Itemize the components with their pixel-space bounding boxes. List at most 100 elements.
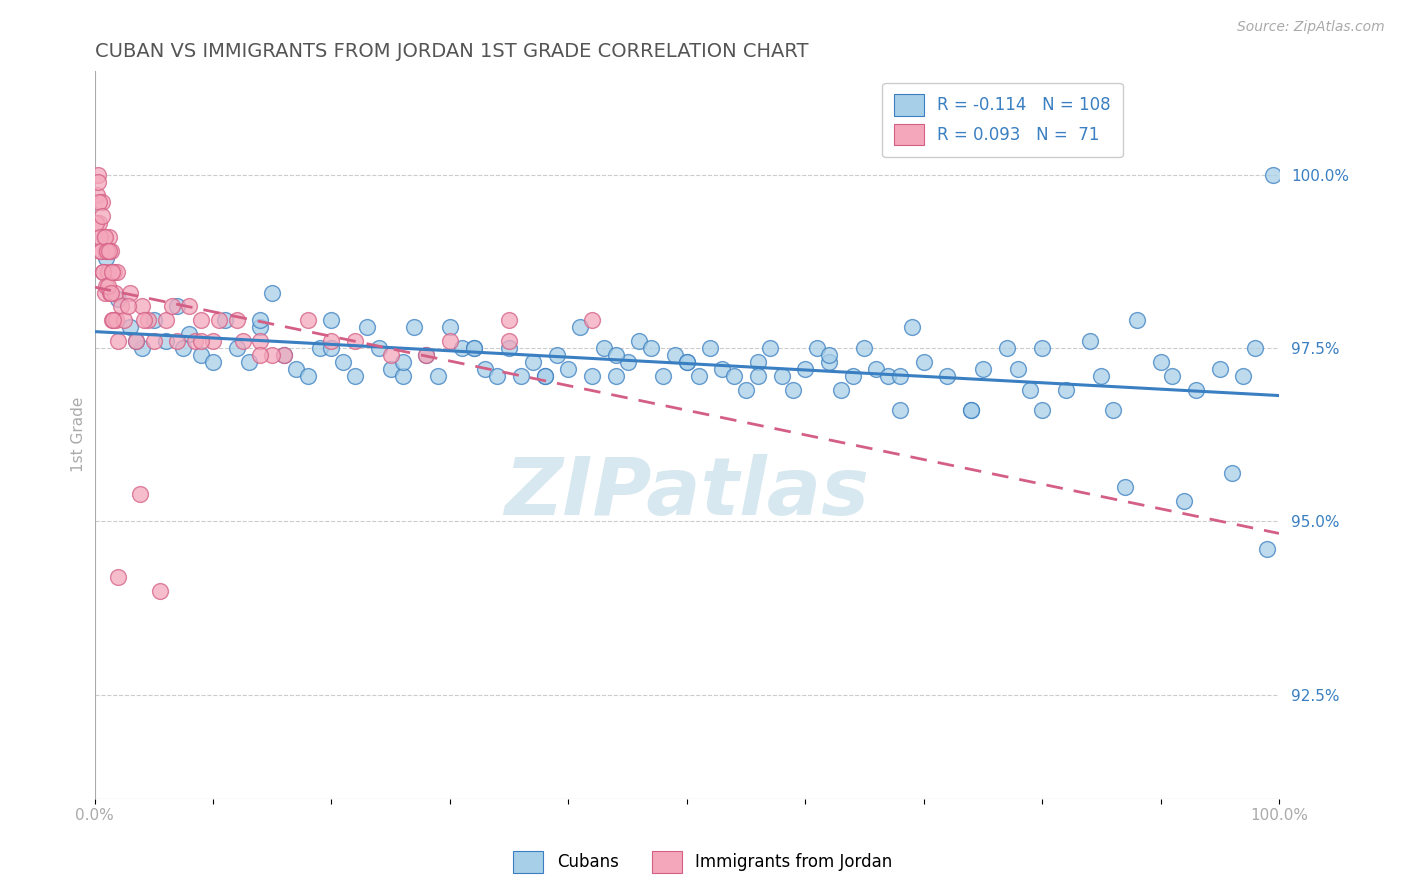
- Point: [101, 313, 124, 327]
- Point: [97, 278, 120, 293]
- Point: [142, 313, 165, 327]
- Point: [463, 341, 485, 355]
- Point: [450, 341, 472, 355]
- Text: CUBAN VS IMMIGRANTS FROM JORDAN 1ST GRADE CORRELATION CHART: CUBAN VS IMMIGRANTS FROM JORDAN 1ST GRAD…: [94, 42, 808, 61]
- Point: [202, 334, 225, 348]
- Point: [94, 285, 117, 300]
- Point: [439, 320, 461, 334]
- Point: [960, 403, 983, 417]
- Point: [101, 313, 124, 327]
- Point: [89, 216, 111, 230]
- Point: [105, 265, 128, 279]
- Point: [972, 361, 994, 376]
- Point: [166, 300, 188, 314]
- Point: [1031, 403, 1053, 417]
- Point: [160, 300, 183, 314]
- Point: [557, 361, 579, 376]
- Point: [172, 341, 194, 355]
- Point: [688, 368, 710, 383]
- Point: [120, 320, 142, 334]
- Point: [96, 251, 118, 265]
- Point: [98, 244, 121, 258]
- Point: [131, 341, 153, 355]
- Point: [86, 216, 108, 230]
- Point: [711, 361, 734, 376]
- Point: [232, 334, 254, 348]
- Point: [1256, 542, 1278, 557]
- Point: [510, 368, 533, 383]
- Point: [142, 334, 165, 348]
- Point: [380, 348, 402, 362]
- Point: [498, 341, 520, 355]
- Point: [806, 341, 828, 355]
- Point: [284, 361, 307, 376]
- Point: [628, 334, 651, 348]
- Point: [332, 355, 354, 369]
- Point: [91, 209, 114, 223]
- Point: [225, 313, 247, 327]
- Point: [202, 355, 225, 369]
- Point: [581, 313, 603, 327]
- Point: [86, 188, 108, 202]
- Point: [1090, 368, 1112, 383]
- Point: [117, 300, 139, 314]
- Point: [427, 368, 450, 383]
- Legend: R = -0.114   N = 108, R = 0.093   N =  71: R = -0.114 N = 108, R = 0.093 N = 71: [883, 83, 1122, 157]
- Point: [344, 368, 367, 383]
- Point: [533, 368, 555, 383]
- Point: [249, 320, 271, 334]
- Legend: Cubans, Immigrants from Jordan: Cubans, Immigrants from Jordan: [506, 845, 900, 880]
- Point: [136, 313, 159, 327]
- Point: [960, 403, 983, 417]
- Point: [664, 348, 686, 362]
- Point: [1126, 313, 1149, 327]
- Point: [125, 334, 148, 348]
- Point: [380, 361, 402, 376]
- Point: [581, 368, 603, 383]
- Point: [100, 244, 122, 258]
- Point: [104, 313, 127, 327]
- Point: [321, 341, 343, 355]
- Point: [96, 244, 118, 258]
- Point: [498, 334, 520, 348]
- Point: [1019, 383, 1042, 397]
- Point: [912, 355, 935, 369]
- Point: [103, 265, 125, 279]
- Point: [593, 341, 616, 355]
- Point: [89, 230, 111, 244]
- Point: [830, 383, 852, 397]
- Point: [179, 327, 201, 342]
- Point: [1149, 355, 1171, 369]
- Point: [155, 313, 177, 327]
- Point: [1102, 403, 1125, 417]
- Point: [107, 570, 129, 584]
- Point: [89, 244, 111, 258]
- Point: [865, 361, 887, 376]
- Point: [605, 348, 627, 362]
- Text: Source: ZipAtlas.com: Source: ZipAtlas.com: [1237, 20, 1385, 34]
- Point: [1209, 361, 1232, 376]
- Point: [463, 341, 485, 355]
- Point: [97, 230, 120, 244]
- Point: [321, 334, 343, 348]
- Point: [98, 285, 121, 300]
- Point: [675, 355, 697, 369]
- Point: [853, 341, 876, 355]
- Point: [100, 285, 122, 300]
- Point: [93, 265, 115, 279]
- Point: [747, 355, 769, 369]
- Point: [97, 265, 120, 279]
- Point: [652, 368, 675, 383]
- Point: [770, 368, 793, 383]
- Point: [404, 320, 426, 334]
- Point: [100, 265, 122, 279]
- Point: [735, 383, 758, 397]
- Point: [1173, 493, 1195, 508]
- Point: [297, 368, 319, 383]
- Point: [125, 334, 148, 348]
- Point: [93, 230, 115, 244]
- Point: [107, 334, 129, 348]
- Point: [94, 278, 117, 293]
- Point: [190, 313, 212, 327]
- Point: [474, 361, 496, 376]
